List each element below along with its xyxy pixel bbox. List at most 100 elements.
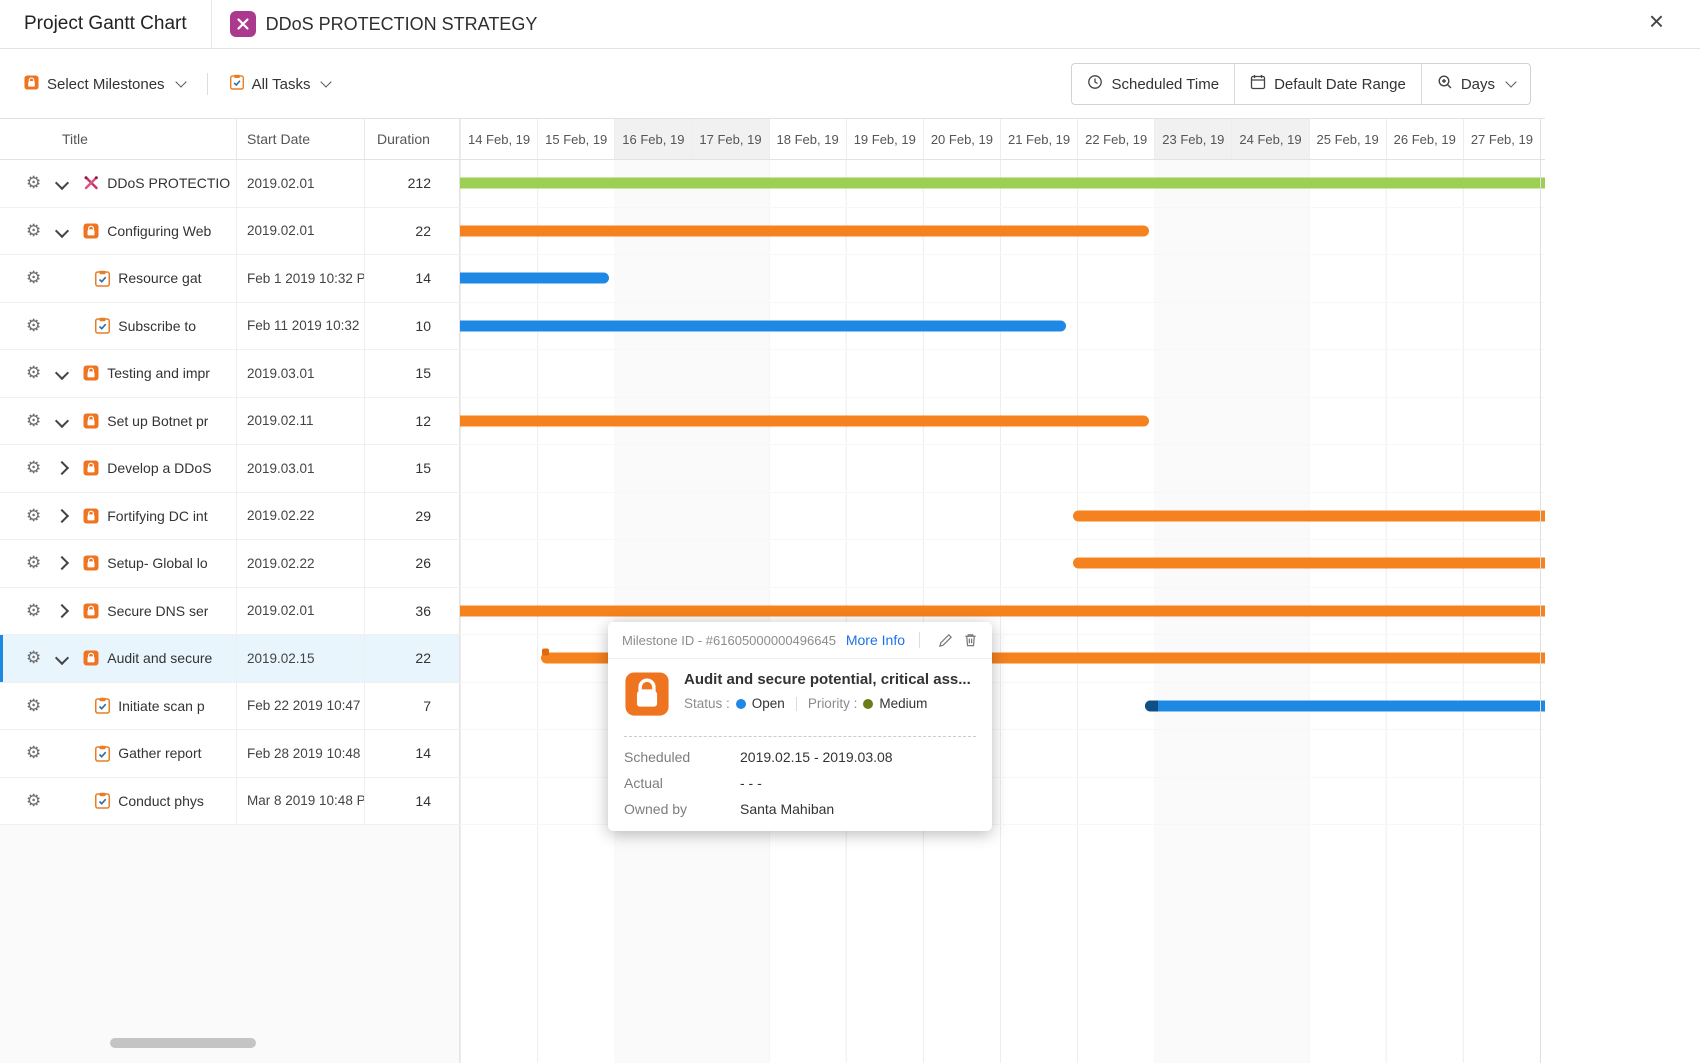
chevron-right-icon[interactable] bbox=[55, 603, 70, 618]
gear-icon[interactable]: ⚙ bbox=[26, 410, 42, 430]
task-bar[interactable] bbox=[1145, 700, 1545, 712]
gear-icon[interactable]: ⚙ bbox=[26, 695, 42, 715]
task-row[interactable]: ⚙ Conduct phys Mar 8 2019 10:48 PM 14 bbox=[0, 777, 460, 825]
timeline-date: 25 Feb, 19 bbox=[1308, 119, 1386, 159]
task-row[interactable]: ⚙ Develop a DDoS 2019.03.01 15 bbox=[0, 445, 460, 493]
task-row[interactable]: ⚙ Configuring Web 2019.02.01 22 bbox=[0, 207, 460, 255]
gear-icon[interactable]: ⚙ bbox=[26, 743, 42, 763]
task-row[interactable]: ⚙ Secure DNS ser 2019.02.01 36 bbox=[0, 587, 460, 635]
edit-icon[interactable] bbox=[938, 633, 953, 648]
task-row[interactable]: ⚙ Subscribe to Feb 11 2019 10:32 PM 10 bbox=[0, 302, 460, 350]
task-title: Resource gat bbox=[118, 270, 202, 287]
task-row[interactable]: ⚙ Audit and secure 2019.02.15 22 bbox=[0, 635, 460, 683]
start-date-cell: 2019.03.01 bbox=[237, 350, 365, 397]
task-title: Conduct phys bbox=[118, 792, 204, 809]
milestone-bar[interactable] bbox=[460, 415, 1149, 427]
task-row[interactable]: ⚙ Setup- Global lo 2019.02.22 26 bbox=[0, 540, 460, 588]
priority-label: Priority : bbox=[807, 696, 858, 711]
gantt-row: ⚙ DDoS PROTECTIO 2019.02.01 212 bbox=[0, 160, 1545, 208]
title-cell: ⚙ Secure DNS ser bbox=[0, 587, 237, 634]
chevron-down-icon[interactable] bbox=[55, 651, 70, 666]
chevron-right-icon[interactable] bbox=[55, 461, 70, 476]
task-title: Testing and impr bbox=[107, 365, 210, 382]
milestone-bar[interactable] bbox=[460, 225, 1149, 237]
gantt-row: ⚙ Develop a DDoS 2019.03.01 15 bbox=[0, 445, 1545, 493]
column-header-title: Title bbox=[0, 119, 237, 159]
start-date-cell: 2019.02.11 bbox=[237, 397, 365, 444]
status-dot bbox=[735, 698, 746, 709]
chevron-down-icon[interactable] bbox=[55, 176, 70, 191]
task-row[interactable]: ⚙ Resource gat Feb 1 2019 10:32 PM 14 bbox=[0, 255, 460, 303]
project-bar[interactable] bbox=[460, 177, 1545, 189]
duration-cell: 26 bbox=[415, 555, 431, 572]
delete-icon[interactable] bbox=[963, 632, 978, 648]
task-bar[interactable] bbox=[460, 272, 609, 284]
milestone-bar[interactable] bbox=[460, 605, 1545, 617]
gantt-row: ⚙ Initiate scan p Feb 22 2019 10:47 PM 7 bbox=[0, 682, 1545, 730]
title-cell: ⚙ Setup- Global lo bbox=[0, 540, 237, 587]
field-label: Owned by bbox=[624, 801, 688, 817]
gear-icon[interactable]: ⚙ bbox=[26, 220, 42, 240]
title-cell: ⚙ Initiate scan p bbox=[0, 682, 237, 729]
gantt-row: ⚙ Resource gat Feb 1 2019 10:32 PM 14 bbox=[0, 255, 1545, 303]
milestone-tooltip: Milestone ID - #61605000000496645 More I… bbox=[608, 622, 992, 831]
scheduled-time-button[interactable]: Scheduled Time bbox=[1072, 64, 1234, 104]
milestone-bar[interactable] bbox=[541, 648, 1545, 664]
task-row[interactable]: ⚙ DDoS PROTECTIO 2019.02.01 212 bbox=[0, 160, 460, 208]
task-row[interactable]: ⚙ Set up Botnet pr 2019.02.11 12 bbox=[0, 397, 460, 445]
milestone-bar[interactable] bbox=[1073, 557, 1545, 569]
chevron-down-icon[interactable] bbox=[55, 223, 70, 238]
zoom-level-dropdown[interactable]: Days bbox=[1420, 64, 1530, 104]
chevron-down-icon[interactable] bbox=[55, 366, 70, 381]
timeline-date: 26 Feb, 19 bbox=[1385, 119, 1463, 159]
duration-cell: 12 bbox=[415, 412, 431, 429]
chevron-down-icon[interactable] bbox=[55, 413, 70, 428]
zoom-icon bbox=[1437, 74, 1453, 94]
task-list-filler bbox=[0, 825, 460, 1063]
milestone-bar[interactable] bbox=[1073, 510, 1545, 522]
chevron-right-icon[interactable] bbox=[55, 556, 70, 571]
timeline-date: 16 Feb, 19 bbox=[614, 119, 692, 159]
timeline-date: 24 Feb, 19 bbox=[1231, 119, 1309, 159]
task-title: Configuring Web bbox=[107, 222, 212, 239]
select-milestones-dropdown[interactable]: Select Milestones bbox=[24, 74, 187, 94]
task-title: DDoS PROTECTIO bbox=[107, 175, 231, 192]
bar-start-notch bbox=[542, 648, 549, 656]
gear-icon[interactable]: ⚙ bbox=[26, 458, 42, 478]
gear-icon[interactable]: ⚙ bbox=[26, 600, 42, 620]
gear-icon[interactable]: ⚙ bbox=[26, 363, 42, 383]
column-header-start-date: Start Date bbox=[237, 119, 365, 159]
milestone-icon bbox=[83, 555, 99, 571]
title-cell: ⚙ Configuring Web bbox=[0, 207, 237, 254]
all-tasks-dropdown[interactable]: All Tasks bbox=[229, 74, 333, 94]
task-row[interactable]: ⚙ Fortifying DC int 2019.02.22 29 bbox=[0, 492, 460, 540]
default-date-range-button[interactable]: Default Date Range bbox=[1234, 64, 1421, 104]
task-bar[interactable] bbox=[460, 320, 1067, 332]
more-info-link[interactable]: More Info bbox=[845, 632, 905, 648]
field-value: 2019.02.15 - 2019.03.08 bbox=[740, 749, 893, 765]
timeline-row bbox=[460, 635, 1545, 683]
timeline-row bbox=[460, 445, 1545, 493]
gantt-row: ⚙ Secure DNS ser 2019.02.01 36 bbox=[0, 587, 1545, 635]
task-title: Setup- Global lo bbox=[107, 555, 208, 572]
gear-icon[interactable]: ⚙ bbox=[26, 790, 42, 810]
field-label: Actual bbox=[624, 775, 663, 791]
chevron-right-icon[interactable] bbox=[55, 508, 70, 523]
gantt-chart: Title Start Date Duration 14 Feb, 19 15 F… bbox=[0, 118, 1545, 1063]
horizontal-scrollbar-thumb[interactable] bbox=[110, 1038, 256, 1048]
gear-icon[interactable]: ⚙ bbox=[26, 553, 42, 573]
close-icon[interactable]: × bbox=[1648, 6, 1664, 36]
gear-icon[interactable]: ⚙ bbox=[26, 173, 42, 193]
gear-icon[interactable]: ⚙ bbox=[26, 315, 42, 335]
timeline-header: 14 Feb, 19 15 Feb, 19 16 Feb, 19 17 Feb, 19… bbox=[460, 119, 1540, 159]
project-name: DDoS PROTECTION STRATEGY bbox=[265, 13, 538, 34]
gantt-row: ⚙ Subscribe to Feb 11 2019 10:32 PM 10 bbox=[0, 302, 1545, 350]
actual-row: Actual - - - bbox=[624, 775, 976, 791]
timeline-date: 15 Feb, 19 bbox=[537, 119, 614, 159]
task-row[interactable]: ⚙ Gather report Feb 28 2019 10:48 PM 14 bbox=[0, 730, 460, 778]
task-row[interactable]: ⚙ Initiate scan p Feb 22 2019 10:47 PM 7 bbox=[0, 682, 460, 730]
gear-icon[interactable]: ⚙ bbox=[26, 648, 42, 668]
gear-icon[interactable]: ⚙ bbox=[26, 268, 42, 288]
gear-icon[interactable]: ⚙ bbox=[26, 505, 42, 525]
task-row[interactable]: ⚙ Testing and impr 2019.03.01 15 bbox=[0, 350, 460, 398]
